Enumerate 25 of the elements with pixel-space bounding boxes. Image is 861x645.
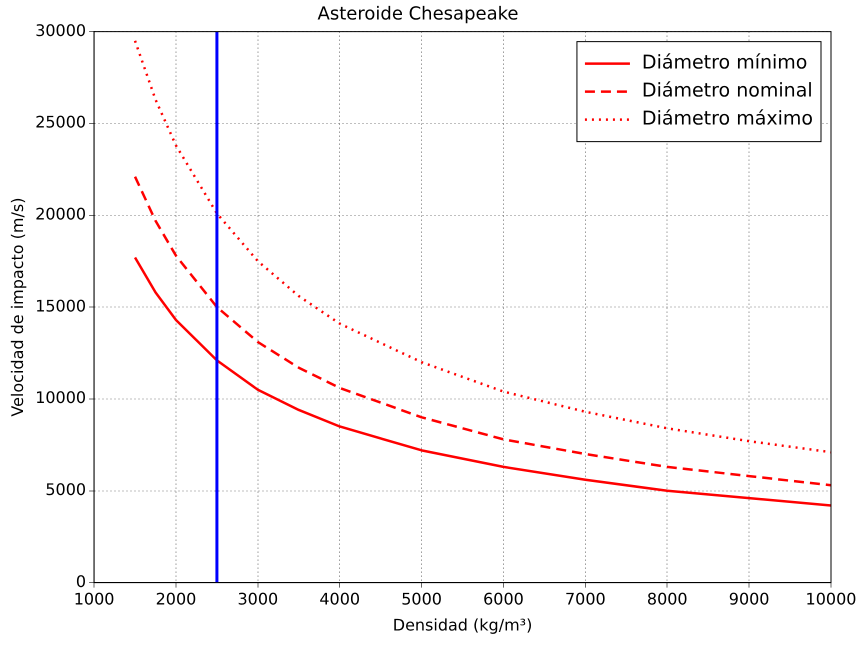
y-tick-label: 5000	[45, 480, 86, 499]
x-tick-label: 3000	[237, 589, 278, 608]
y-axis-title: Velocidad de impacto (m/s)	[8, 198, 27, 417]
x-axis-title: Densidad (kg/m³)	[392, 616, 532, 635]
legend-label: Diámetro nominal	[642, 80, 813, 102]
x-tick-label: 1000	[74, 589, 114, 608]
y-tick-label: 10000	[35, 388, 86, 408]
line-series	[134, 40, 831, 454]
legend-label: Diámetro mínimo	[642, 52, 808, 74]
y-tick-label: 25000	[35, 112, 86, 132]
x-tick-label: 10000	[806, 589, 856, 608]
y-tick-label: 30000	[35, 20, 86, 40]
legend-label: Diámetro máximo	[642, 108, 814, 130]
x-tick-label: 6000	[483, 589, 524, 608]
x-tick-label: 2000	[156, 589, 196, 608]
x-tick-label: 7000	[565, 589, 606, 608]
x-tick-label: 5000	[401, 589, 442, 608]
y-tick-label: 0	[76, 572, 86, 591]
y-tick-label: 15000	[35, 296, 86, 316]
line-series	[134, 175, 831, 487]
x-tick-label: 4000	[319, 589, 360, 608]
x-tick-label: 8000	[646, 589, 688, 608]
chart-title: Asteroide Chesapeake	[318, 3, 518, 24]
y-tick-label: 20000	[35, 204, 86, 224]
x-tick-label: 9000	[728, 589, 770, 608]
